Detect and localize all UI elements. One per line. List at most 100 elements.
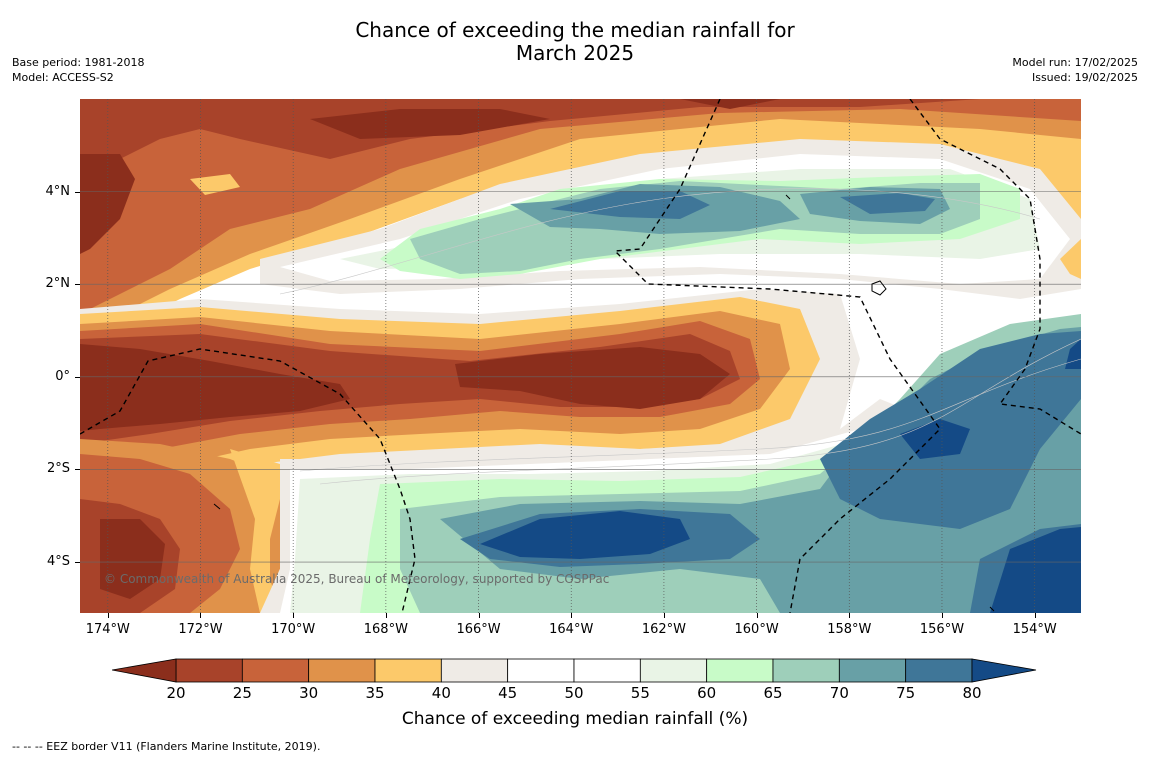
y-tick-label: 0° <box>55 368 70 384</box>
colorbar-level-label: 40 <box>431 684 451 702</box>
colorbar-cell <box>308 658 376 683</box>
colorbar-level-label: 65 <box>763 684 783 702</box>
x-tick-mark <box>663 613 665 618</box>
x-tick-label: 160°W <box>734 622 779 637</box>
meta-left: Base period: 1981-2018 Model: ACCESS-S2 <box>12 55 144 85</box>
island-small-1 <box>785 194 791 200</box>
eez-border-kiribati-line <box>613 99 941 613</box>
south-wet-over-c <box>990 527 1081 613</box>
x-tick-label: 154°W <box>1012 622 1057 637</box>
island-small-3 <box>989 606 995 612</box>
y-tick-mark <box>75 469 80 471</box>
colorbar-level-label: 55 <box>630 684 650 702</box>
colorbar-cell <box>241 658 310 683</box>
x-tick-label: 156°W <box>919 622 965 637</box>
north-band-under-3 <box>680 99 780 109</box>
colorbar-cell <box>639 658 708 683</box>
colorbar-level-label: 30 <box>299 684 319 702</box>
rainfall-map <box>80 99 1081 613</box>
colorbar-level-label: 20 <box>166 684 186 702</box>
islands <box>213 194 995 612</box>
colorbar-cell <box>905 658 973 683</box>
south-yellow-band <box>230 449 280 613</box>
colorbar-level-label: 80 <box>962 684 982 702</box>
x-tick-mark <box>107 613 109 618</box>
south-wet-over <box>480 511 690 559</box>
north-wet-75-b <box>840 193 935 214</box>
south-dry-under <box>100 519 165 599</box>
model-name: Model: ACCESS-S2 <box>12 71 114 84</box>
eez-borders <box>80 99 1081 613</box>
x-tick-mark <box>385 613 387 618</box>
north-lightspot <box>190 174 240 195</box>
x-tick-mark <box>1034 613 1036 618</box>
colorbar-cell <box>175 658 243 683</box>
island-kiritimati <box>871 280 887 296</box>
colorbar-level-label: 50 <box>564 684 584 702</box>
colorbar-level-label: 25 <box>232 684 252 702</box>
colorbar-cell <box>573 658 641 683</box>
x-tick-label: 164°W <box>549 622 594 637</box>
eez-border-east <box>909 99 1081 435</box>
east-dry-spot <box>1060 239 1081 279</box>
y-tick-mark <box>75 376 80 378</box>
colorbar-cell <box>507 658 575 683</box>
y-tick-mark <box>75 191 80 193</box>
x-tick-label: 172°W <box>178 622 223 637</box>
colorbar-level-label: 60 <box>697 684 717 702</box>
title-line-2: March 2025 <box>515 41 635 65</box>
x-tick-label: 168°W <box>363 622 408 637</box>
chart-title: Chance of exceeding the median rainfall … <box>0 19 1150 65</box>
x-tick-label: 158°W <box>827 622 872 637</box>
meta-right: Model run: 17/02/2025 Issued: 19/02/2025 <box>1012 55 1138 85</box>
north-wet-75 <box>550 191 710 219</box>
x-tick-mark <box>941 613 943 618</box>
colorbar <box>112 658 1037 683</box>
gridlines <box>80 99 1081 613</box>
x-tick-mark <box>200 613 202 618</box>
y-tick-label: 4°N <box>45 183 71 199</box>
x-tick-mark <box>293 613 295 618</box>
y-tick-label: 2°N <box>45 276 71 292</box>
y-tick-mark <box>75 562 80 564</box>
y-tick-label: 4°S <box>46 554 70 570</box>
y-tick-mark <box>75 284 80 286</box>
colorbar-cell <box>374 658 442 683</box>
north-band-under <box>310 109 550 139</box>
colorbar-level-label: 75 <box>896 684 916 702</box>
model-run: Model run: 17/02/2025 <box>1012 56 1138 69</box>
x-tick-mark <box>756 613 758 618</box>
colorbar-over-arrow <box>971 658 1037 683</box>
colorbar-cell <box>706 658 774 683</box>
south-wet-over-d <box>1065 339 1081 369</box>
colorbar-cell <box>440 658 509 683</box>
x-tick-label: 170°W <box>271 622 316 637</box>
copyright-notice: © Commonwealth of Australia 2025, Bureau… <box>104 572 610 586</box>
island-small-2 <box>213 503 221 510</box>
equator-dry-under <box>80 344 350 431</box>
x-tick-label: 166°W <box>456 622 501 637</box>
issued-date: Issued: 19/02/2025 <box>1031 71 1138 84</box>
eez-footnote: -- -- -- EEZ border V11 (Flanders Marine… <box>12 740 321 753</box>
colorbar-under-arrow <box>112 658 177 683</box>
north-band-20 <box>80 99 980 169</box>
contour-lines <box>279 188 1081 485</box>
x-tick-mark <box>849 613 851 618</box>
colorbar-level-label: 45 <box>498 684 518 702</box>
colorbar-level-label: 70 <box>829 684 849 702</box>
equator-dry-under-2 <box>455 347 730 409</box>
title-line-1: Chance of exceeding the median rainfall … <box>355 18 795 42</box>
rainfall-map-svg <box>80 99 1081 613</box>
x-tick-mark <box>478 613 480 618</box>
x-tick-label: 162°W <box>641 622 686 637</box>
colorbar-level-label: 35 <box>365 684 385 702</box>
x-tick-label: 174°W <box>85 622 130 637</box>
colorbar-cells <box>175 658 973 683</box>
x-tick-mark <box>571 613 573 618</box>
colorbar-cell <box>838 658 907 683</box>
y-tick-label: 2°S <box>46 461 70 477</box>
base-period: Base period: 1981-2018 <box>12 56 145 69</box>
colorbar-cell <box>772 658 840 683</box>
colorbar-title: Chance of exceeding median rainfall (%) <box>401 709 749 729</box>
eez-border-west <box>80 348 416 613</box>
